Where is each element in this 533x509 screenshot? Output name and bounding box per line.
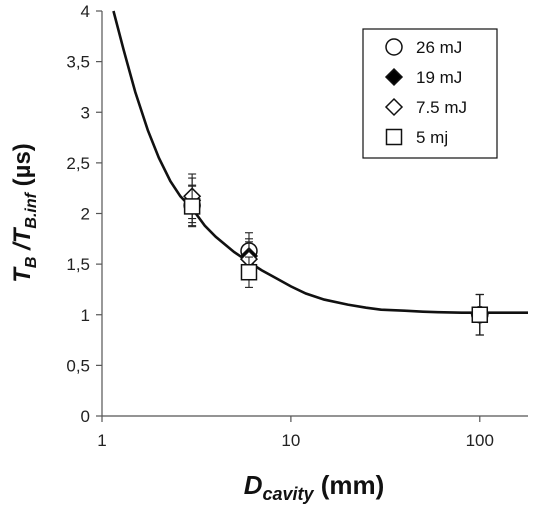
legend-items: 26 mJ 19 mJ 7.5 mJ 5 mj	[384, 38, 467, 147]
fit-curve	[112, 10, 528, 315]
legend-label: 19 mJ	[416, 68, 462, 87]
y-tick-label: 0	[81, 407, 90, 426]
y-tick-label: 2,5	[66, 154, 90, 173]
data-point-marker	[183, 198, 201, 215]
y-title-main1: T	[9, 266, 36, 283]
legend-marker	[385, 128, 403, 146]
x-title-sub: cavity	[262, 484, 314, 504]
y-ticks: 0 0,5 1 1,5 2 2,5 3 3,5 4	[66, 2, 102, 426]
y-title-sub1: B	[23, 257, 40, 269]
legend-label: 26 mJ	[416, 38, 462, 57]
legend-marker	[385, 38, 403, 56]
y-tick-label: 4	[81, 2, 90, 21]
data-point-marker	[240, 263, 258, 281]
x-ticks: 1 10 100	[97, 416, 494, 450]
x-axis-title: Dcavity (mm)	[244, 470, 385, 504]
legend-box	[362, 28, 498, 159]
y-tick-label: 3,5	[66, 53, 90, 72]
legend-label: 5 mj	[416, 128, 448, 147]
y-title-mid: /T	[9, 226, 36, 256]
legend-marker	[384, 67, 404, 87]
legend-label: 7.5 mJ	[416, 98, 467, 117]
legend-marker	[384, 97, 404, 117]
x-title-rest: (mm)	[314, 470, 385, 500]
y-title-sub2: B.inf	[23, 191, 40, 228]
x-title-main: D	[244, 470, 263, 500]
y-axis-title: TB /TB.inf (µs)	[9, 143, 40, 283]
plot-area: 0 0,5 1 1,5 2 2,5 3 3,5 4 1 10 100	[66, 2, 528, 450]
y-tick-label: 2	[81, 205, 90, 224]
x-tick-label: 1	[97, 431, 106, 450]
y-title-rest: (µs)	[9, 143, 36, 193]
y-tick-label: 1	[81, 306, 90, 325]
y-tick-label: 1,5	[66, 255, 90, 274]
legend: 26 mJ 19 mJ 7.5 mJ 5 mj	[362, 28, 498, 159]
y-tick-label: 3	[81, 103, 90, 122]
data-markers	[183, 173, 489, 336]
x-tick-label: 10	[281, 431, 300, 450]
x-tick-label: 100	[466, 431, 494, 450]
data-point-marker	[471, 306, 489, 323]
y-tick-label: 0,5	[66, 356, 90, 375]
